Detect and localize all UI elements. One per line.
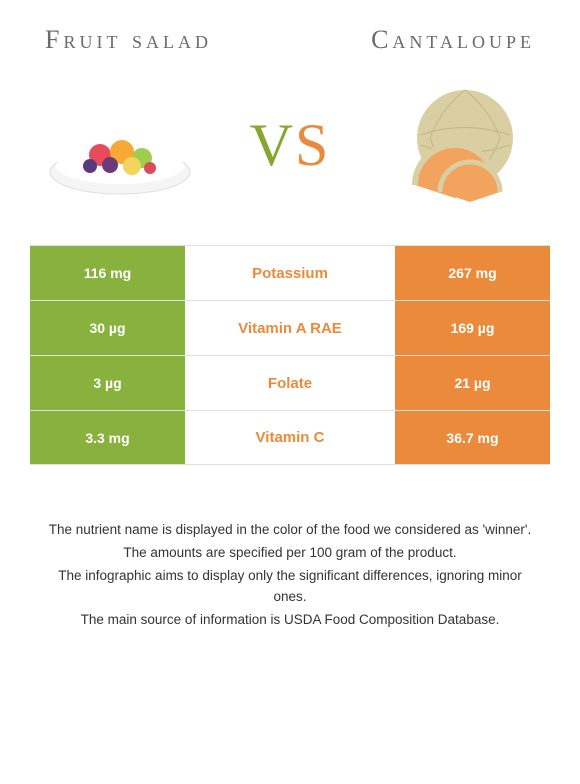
- right-value: 36.7 mg: [395, 411, 550, 464]
- nutrient-name: Potassium: [185, 246, 395, 300]
- table-row: 3 µg Folate 21 µg: [30, 355, 550, 410]
- left-food-title: Fruit salad: [45, 25, 212, 55]
- footer-line: The main source of information is USDA F…: [40, 610, 540, 631]
- right-food-title: Cantaloupe: [371, 25, 535, 55]
- left-value: 3.3 mg: [30, 411, 185, 464]
- fruit-salad-image: [40, 80, 200, 210]
- table-row: 3.3 mg Vitamin C 36.7 mg: [30, 410, 550, 465]
- left-value: 116 mg: [30, 246, 185, 300]
- vs-text: VS: [250, 111, 331, 180]
- vs-row: VS: [30, 80, 550, 210]
- nutrient-name: Folate: [185, 356, 395, 410]
- footer-line: The nutrient name is displayed in the co…: [40, 520, 540, 541]
- vs-letter-v: V: [250, 112, 295, 178]
- right-value: 21 µg: [395, 356, 550, 410]
- footer-line: The amounts are specified per 100 gram o…: [40, 543, 540, 564]
- nutrient-table: 116 mg Potassium 267 mg 30 µg Vitamin A …: [30, 245, 550, 465]
- left-value: 3 µg: [30, 356, 185, 410]
- right-value: 169 µg: [395, 301, 550, 355]
- footer-line: The infographic aims to display only the…: [40, 566, 540, 608]
- table-row: 30 µg Vitamin A RAE 169 µg: [30, 300, 550, 355]
- right-value: 267 mg: [395, 246, 550, 300]
- cantaloupe-image: [380, 80, 540, 210]
- header-row: Fruit salad Cantaloupe: [30, 25, 550, 55]
- nutrient-name: Vitamin C: [185, 411, 395, 464]
- infographic-container: Fruit salad Cantaloupe VS: [0, 0, 580, 658]
- table-row: 116 mg Potassium 267 mg: [30, 245, 550, 300]
- vs-letter-s: S: [295, 112, 330, 178]
- footer-notes: The nutrient name is displayed in the co…: [30, 520, 550, 631]
- left-value: 30 µg: [30, 301, 185, 355]
- nutrient-name: Vitamin A RAE: [185, 301, 395, 355]
